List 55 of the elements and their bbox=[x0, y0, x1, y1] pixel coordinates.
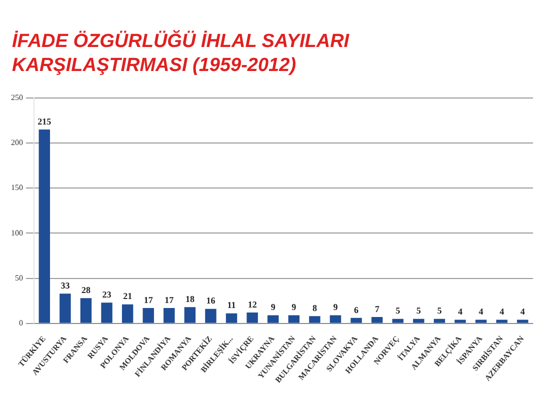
data-label: 9 bbox=[333, 302, 338, 312]
bar bbox=[60, 294, 71, 323]
bar bbox=[496, 320, 508, 323]
data-label: 11 bbox=[227, 300, 236, 310]
data-label: 4 bbox=[478, 306, 484, 317]
chart-title: İFADE ÖZGÜRLÜĞÜ İHLAL SAYILARI KARŞILAŞTIRMASI (1959-2012) bbox=[11, 29, 350, 78]
bar bbox=[516, 320, 528, 323]
y-tick-label: 250 bbox=[11, 93, 23, 102]
data-label: 16 bbox=[206, 296, 216, 306]
data-label: 9 bbox=[292, 302, 297, 312]
data-label: 6 bbox=[354, 304, 360, 315]
bar bbox=[267, 315, 279, 323]
bar bbox=[434, 318, 446, 323]
data-label: 5 bbox=[437, 306, 442, 316]
data-label: 33 bbox=[60, 280, 70, 290]
data-label: 4 bbox=[458, 306, 463, 317]
bar bbox=[164, 308, 175, 323]
bar bbox=[246, 312, 258, 323]
y-tick-label: 0 bbox=[19, 318, 23, 328]
bar bbox=[392, 318, 404, 323]
bar bbox=[101, 302, 112, 323]
bar bbox=[184, 307, 196, 323]
bar bbox=[80, 298, 92, 323]
bar bbox=[330, 315, 342, 323]
data-label: 21 bbox=[123, 291, 133, 302]
bar bbox=[205, 308, 216, 323]
data-label: 17 bbox=[164, 294, 174, 305]
bar bbox=[122, 304, 134, 323]
data-label: 4 bbox=[520, 306, 526, 317]
data-label: 17 bbox=[144, 294, 154, 305]
data-label: 5 bbox=[396, 306, 401, 316]
y-tick-label: 200 bbox=[11, 138, 23, 148]
bar bbox=[288, 315, 300, 323]
bar bbox=[350, 318, 362, 323]
bar bbox=[142, 308, 154, 323]
bar bbox=[454, 320, 466, 323]
y-tick-label: 50 bbox=[15, 273, 23, 282]
bar bbox=[475, 320, 487, 323]
data-label: 215 bbox=[38, 116, 52, 126]
data-label: 18 bbox=[185, 294, 195, 304]
bar bbox=[226, 313, 238, 323]
data-label: 8 bbox=[312, 302, 318, 313]
bar bbox=[38, 130, 50, 323]
bar bbox=[371, 317, 383, 323]
data-label: 5 bbox=[416, 306, 422, 316]
data-label: 7 bbox=[374, 304, 380, 314]
bar bbox=[309, 316, 320, 323]
data-label: 4 bbox=[500, 306, 505, 317]
bar bbox=[413, 318, 424, 323]
data-label: 12 bbox=[248, 299, 258, 310]
data-label: 28 bbox=[81, 284, 91, 295]
y-tick-label: 100 bbox=[11, 228, 23, 238]
data-label: 23 bbox=[102, 289, 112, 300]
data-label: 9 bbox=[270, 302, 276, 312]
y-tick-label: 150 bbox=[11, 183, 23, 192]
